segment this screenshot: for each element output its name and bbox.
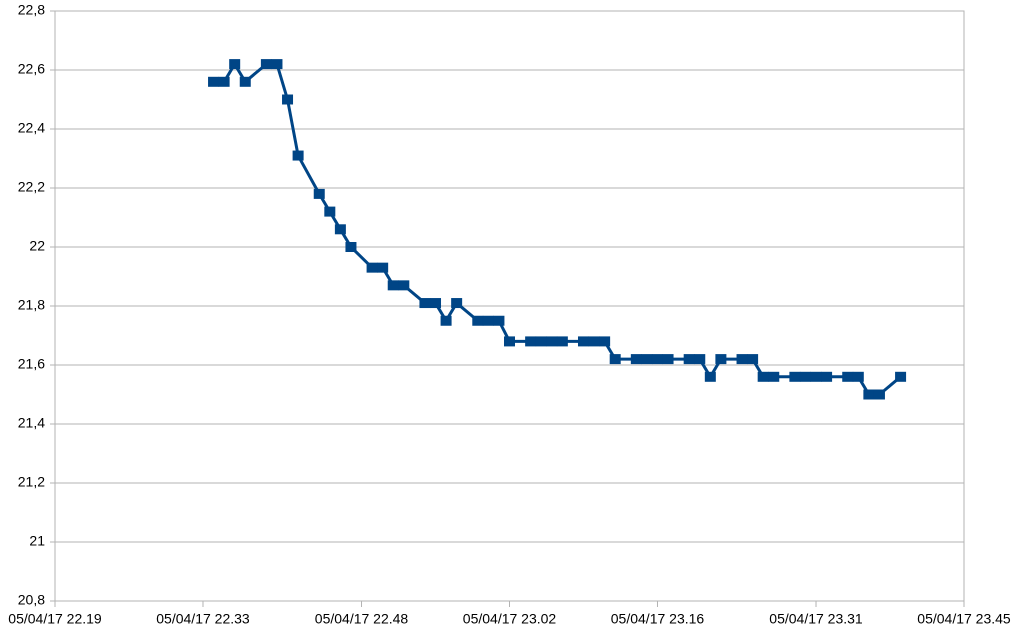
data-point: [810, 371, 822, 382]
data-point: [895, 371, 907, 382]
data-point: [736, 354, 748, 365]
data-point: [747, 354, 759, 365]
data-point: [842, 371, 854, 382]
data-point: [440, 315, 452, 326]
data-point: [208, 76, 220, 87]
data-point: [873, 389, 885, 400]
data-point: [662, 354, 674, 365]
data-point: [292, 150, 304, 161]
data-point: [546, 336, 558, 347]
x-tick-label: 05/04/17 22.19: [8, 611, 102, 627]
data-point: [472, 315, 484, 326]
y-tick-label: 22,6: [18, 61, 45, 77]
x-tick-label: 05/04/17 23.16: [611, 611, 705, 627]
data-point: [430, 298, 442, 309]
data-point: [229, 59, 241, 70]
data-point: [852, 371, 864, 382]
x-tick-label: 05/04/17 23.02: [463, 611, 557, 627]
data-point: [577, 336, 589, 347]
data-point: [387, 280, 399, 291]
data-point: [789, 371, 801, 382]
data-point: [398, 280, 410, 291]
data-point: [451, 298, 463, 309]
data-point: [271, 59, 283, 70]
data-point: [493, 315, 505, 326]
y-tick-label: 21,6: [18, 356, 45, 372]
data-point: [683, 354, 695, 365]
data-point: [799, 371, 811, 382]
data-point: [366, 262, 378, 273]
y-tick-label: 21,8: [18, 297, 45, 313]
data-point: [651, 354, 663, 365]
data-point: [757, 371, 769, 382]
data-point: [694, 354, 706, 365]
x-tick-label: 05/04/17 22.48: [315, 611, 409, 627]
x-tick-label: 05/04/17 23.31: [769, 611, 863, 627]
data-point: [504, 336, 515, 347]
data-point: [313, 188, 325, 199]
data-point: [377, 262, 389, 273]
y-tick-label: 22,8: [18, 2, 45, 18]
y-tick-label: 22,2: [18, 179, 45, 195]
y-tick-label: 21,4: [18, 415, 45, 431]
data-point: [324, 206, 336, 217]
data-point: [588, 336, 600, 347]
data-point: [345, 242, 357, 252]
data-point: [630, 354, 642, 365]
data-point: [768, 371, 780, 382]
data-point: [535, 336, 547, 347]
data-point: [863, 389, 875, 400]
data-point: [282, 94, 294, 105]
data-point: [525, 336, 537, 347]
data-point: [715, 354, 727, 365]
x-tick-label: 05/04/17 22.33: [156, 611, 250, 627]
y-tick-label: 20,8: [18, 592, 45, 608]
y-tick-label: 21,2: [18, 474, 45, 490]
data-point: [641, 354, 653, 365]
data-point: [482, 315, 494, 326]
data-point: [821, 371, 833, 382]
data-point: [556, 336, 568, 347]
data-point: [239, 76, 251, 87]
data-point: [599, 336, 611, 347]
data-point: [260, 59, 272, 70]
data-point: [218, 76, 230, 87]
y-tick-label: 22,4: [18, 120, 45, 136]
y-tick-label: 21: [29, 533, 45, 549]
data-point: [704, 371, 716, 382]
y-tick-label: 22: [29, 238, 45, 254]
data-point: [334, 224, 346, 235]
data-point: [419, 298, 431, 309]
x-tick-label: 05/04/17 23.45: [917, 611, 1011, 627]
data-point: [609, 354, 621, 365]
